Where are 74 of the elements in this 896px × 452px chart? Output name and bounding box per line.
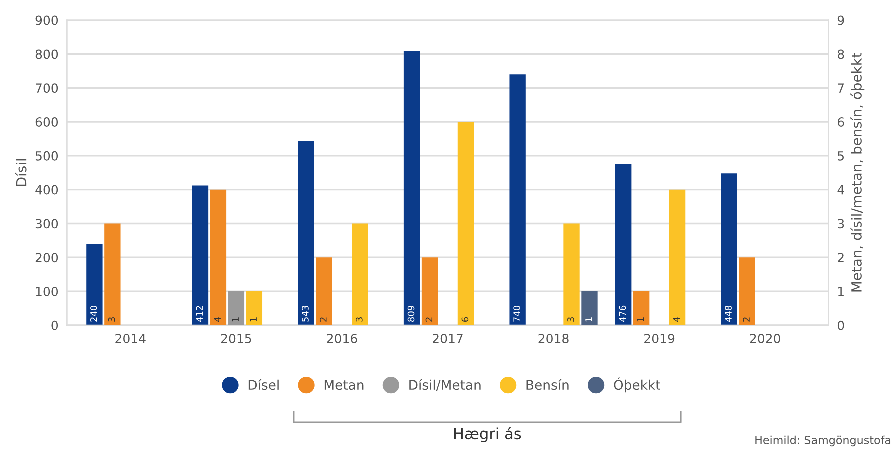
data-label: 1 xyxy=(232,318,239,322)
x-tick-label: 2018 xyxy=(538,334,569,344)
bar xyxy=(228,292,245,326)
y-tick-label: 100 xyxy=(36,287,58,296)
bar xyxy=(564,224,580,326)
text: Hægri ás xyxy=(454,427,522,443)
data-label: 3 xyxy=(356,318,363,322)
bar xyxy=(458,122,474,326)
bar xyxy=(422,258,438,326)
bar xyxy=(739,258,756,326)
y-tick-label: 300 xyxy=(36,219,58,229)
y2-tick-label: 9 xyxy=(838,16,844,26)
y-tick-label: 700 xyxy=(36,84,58,94)
bar xyxy=(616,164,632,326)
y2-tick-label: 4 xyxy=(838,185,844,195)
bar xyxy=(246,292,263,326)
data-label: 4 xyxy=(673,317,680,322)
y2-tick-label: 7 xyxy=(838,84,844,93)
y2-tick-label: 1 xyxy=(838,287,844,296)
data-label: 1 xyxy=(250,318,257,322)
data-label: 543 xyxy=(302,306,309,322)
data-label: 476 xyxy=(619,306,626,322)
data-label: 2 xyxy=(320,318,327,322)
data-label: 1 xyxy=(586,318,592,322)
bar xyxy=(316,258,332,326)
y2-tick-label: 0 xyxy=(838,320,844,330)
y-tick-label: 200 xyxy=(36,253,58,263)
y-tick-label: 800 xyxy=(36,50,58,60)
y-tick-label: 500 xyxy=(36,151,58,161)
x-tick-label: 2015 xyxy=(221,334,252,344)
legend-label: Bensín xyxy=(526,379,569,390)
y-tick-label: 900 xyxy=(36,16,58,26)
y-axis-title: Dísil xyxy=(15,159,27,186)
y2-tick-label: 8 xyxy=(838,50,844,60)
data-label: 6 xyxy=(462,317,469,322)
legend-label: Óþekkt xyxy=(614,378,660,393)
y2-tick-label: 5 xyxy=(838,152,844,161)
legend-label: Dísel xyxy=(248,379,279,390)
bar xyxy=(721,174,738,326)
bar xyxy=(510,74,526,326)
x-tick-label: 2017 xyxy=(433,334,463,344)
data-label: 809 xyxy=(408,306,415,322)
y-tick-label: 600 xyxy=(36,118,58,127)
data-label: 4 xyxy=(214,317,221,322)
data-label: 3 xyxy=(108,318,116,322)
data-label: 448 xyxy=(725,306,732,322)
y-tick-label: 400 xyxy=(36,185,58,195)
bar xyxy=(582,292,598,326)
x-tick-label: 2020 xyxy=(750,334,780,344)
data-label: 3 xyxy=(568,318,574,322)
data-label: 2 xyxy=(743,318,750,322)
bar xyxy=(86,244,103,326)
data-label: 240 xyxy=(90,306,98,322)
x-tick-label: 2016 xyxy=(327,334,358,344)
y2-axis-title: Metan, dísil/metan, bensín, óþekkt xyxy=(850,53,865,292)
bar xyxy=(633,292,650,326)
bar xyxy=(352,224,368,326)
bar xyxy=(104,224,121,326)
y-tick-label: 0 xyxy=(52,320,58,330)
data-label: 740 xyxy=(514,306,520,322)
bar xyxy=(669,190,686,326)
text: Heimild: Samgöngustofa xyxy=(756,436,891,447)
data-label: 2 xyxy=(426,318,433,322)
y2-tick-label: 6 xyxy=(838,118,844,127)
data-label: 1 xyxy=(637,318,644,322)
bar xyxy=(298,141,314,326)
y2-tick-label: 2 xyxy=(838,253,844,262)
x-tick-label: 2014 xyxy=(116,334,146,344)
x-tick-label: 2019 xyxy=(644,334,675,344)
bar xyxy=(404,51,420,326)
data-label: 412 xyxy=(196,306,203,322)
legend-label: Metan xyxy=(324,380,364,390)
y2-tick-label: 3 xyxy=(838,219,844,229)
legend-label: Dísil/Metan xyxy=(410,379,481,392)
